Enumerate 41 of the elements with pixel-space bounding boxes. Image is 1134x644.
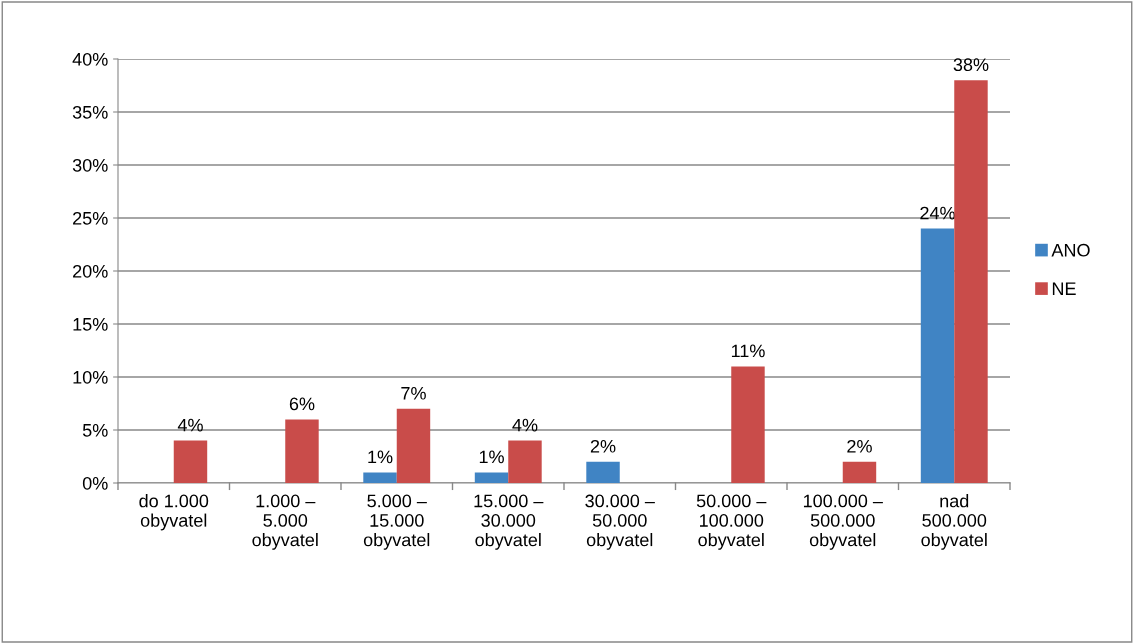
y-tick-label: 40% — [72, 52, 108, 66]
data-label: 11% — [731, 344, 765, 358]
data-label: 1% — [479, 450, 504, 464]
y-tick-label: 35% — [72, 105, 108, 119]
legend-label: ANO — [1051, 243, 1090, 257]
y-tick-label: 15% — [73, 318, 108, 331]
x-tick-label: 100.000 – 500.000 obyvatel — [803, 494, 883, 550]
data-label: 6% — [289, 397, 315, 411]
y-tick-label: 25% — [73, 211, 108, 225]
x-tick-label: 15.000 – 30.000 obyvatel — [474, 494, 544, 550]
y-tick-label: 0% — [82, 476, 108, 490]
x-tick-label: 30.000 – 50.000 obyvatel — [585, 494, 655, 550]
data-label: 7% — [401, 386, 426, 400]
bar — [842, 461, 877, 483]
bar — [173, 440, 208, 483]
y-tick-label: 10% — [73, 370, 108, 384]
data-label: 4% — [512, 418, 538, 432]
bar — [396, 408, 431, 483]
bar — [731, 366, 765, 483]
data-label: 4% — [177, 418, 203, 432]
x-tick-label: 5.000 – 15.000 obyvatel — [363, 494, 430, 550]
x-tick-label: 50.000 – 100.000 obyvatel — [696, 494, 767, 550]
legend-label: NE — [1052, 282, 1076, 295]
bar — [363, 472, 397, 483]
data-label: 2% — [590, 439, 616, 453]
data-label: 38% — [953, 58, 989, 72]
data-label: 24% — [920, 206, 955, 220]
data-label: 1% — [368, 450, 393, 464]
x-tick-label: do 1.000 obyvatel — [139, 494, 209, 531]
bar — [285, 419, 319, 483]
bar — [920, 228, 955, 483]
bar — [586, 461, 620, 483]
y-tick-label: 20% — [73, 264, 108, 278]
bar — [508, 440, 542, 483]
x-tick-label: nad 500.000 obyvatel — [921, 494, 987, 550]
data-label: 2% — [847, 439, 872, 453]
y-tick-label: 30% — [72, 158, 108, 172]
x-tick-label: 1.000 – 5.000 obyvatel — [252, 494, 318, 550]
bar — [474, 472, 509, 483]
y-tick-label: 5% — [82, 424, 108, 437]
bar — [954, 80, 988, 483]
